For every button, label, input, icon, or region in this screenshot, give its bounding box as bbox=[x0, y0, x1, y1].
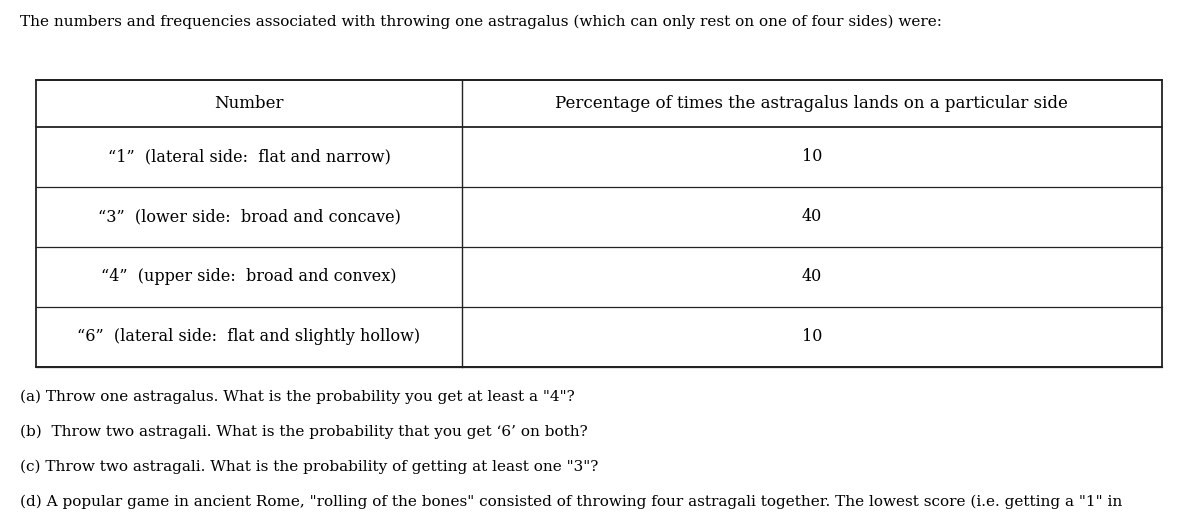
Text: (b)  Throw two astragali. What is the probability that you get ‘6’ on both?: (b) Throw two astragali. What is the pro… bbox=[20, 425, 588, 439]
Text: “4”  (upper side:  broad and convex): “4” (upper side: broad and convex) bbox=[101, 268, 397, 285]
Text: 10: 10 bbox=[802, 328, 822, 345]
Text: (d) A popular game in ancient Rome, "rolling of the bones" consisted of throwing: (d) A popular game in ancient Rome, "rol… bbox=[20, 495, 1123, 509]
Bar bbox=[36, 80, 1162, 367]
Text: “3”  (lower side:  broad and concave): “3” (lower side: broad and concave) bbox=[97, 208, 401, 225]
Text: (a) Throw one astragalus. What is the probability you get at least a "4"?: (a) Throw one astragalus. What is the pr… bbox=[20, 390, 575, 404]
Text: “1”  (lateral side:  flat and narrow): “1” (lateral side: flat and narrow) bbox=[108, 148, 390, 165]
Text: The numbers and frequencies associated with throwing one astragalus (which can o: The numbers and frequencies associated w… bbox=[20, 14, 942, 29]
Text: 40: 40 bbox=[802, 268, 822, 285]
Text: (c) Throw two astragali. What is the probability of getting at least one "3"?: (c) Throw two astragali. What is the pro… bbox=[20, 460, 599, 474]
Text: 40: 40 bbox=[802, 208, 822, 225]
Text: Percentage of times the astragalus lands on a particular side: Percentage of times the astragalus lands… bbox=[556, 95, 1068, 112]
Text: “6”  (lateral side:  flat and slightly hollow): “6” (lateral side: flat and slightly hol… bbox=[78, 328, 420, 345]
Text: Number: Number bbox=[215, 95, 283, 112]
Text: 10: 10 bbox=[802, 148, 822, 165]
